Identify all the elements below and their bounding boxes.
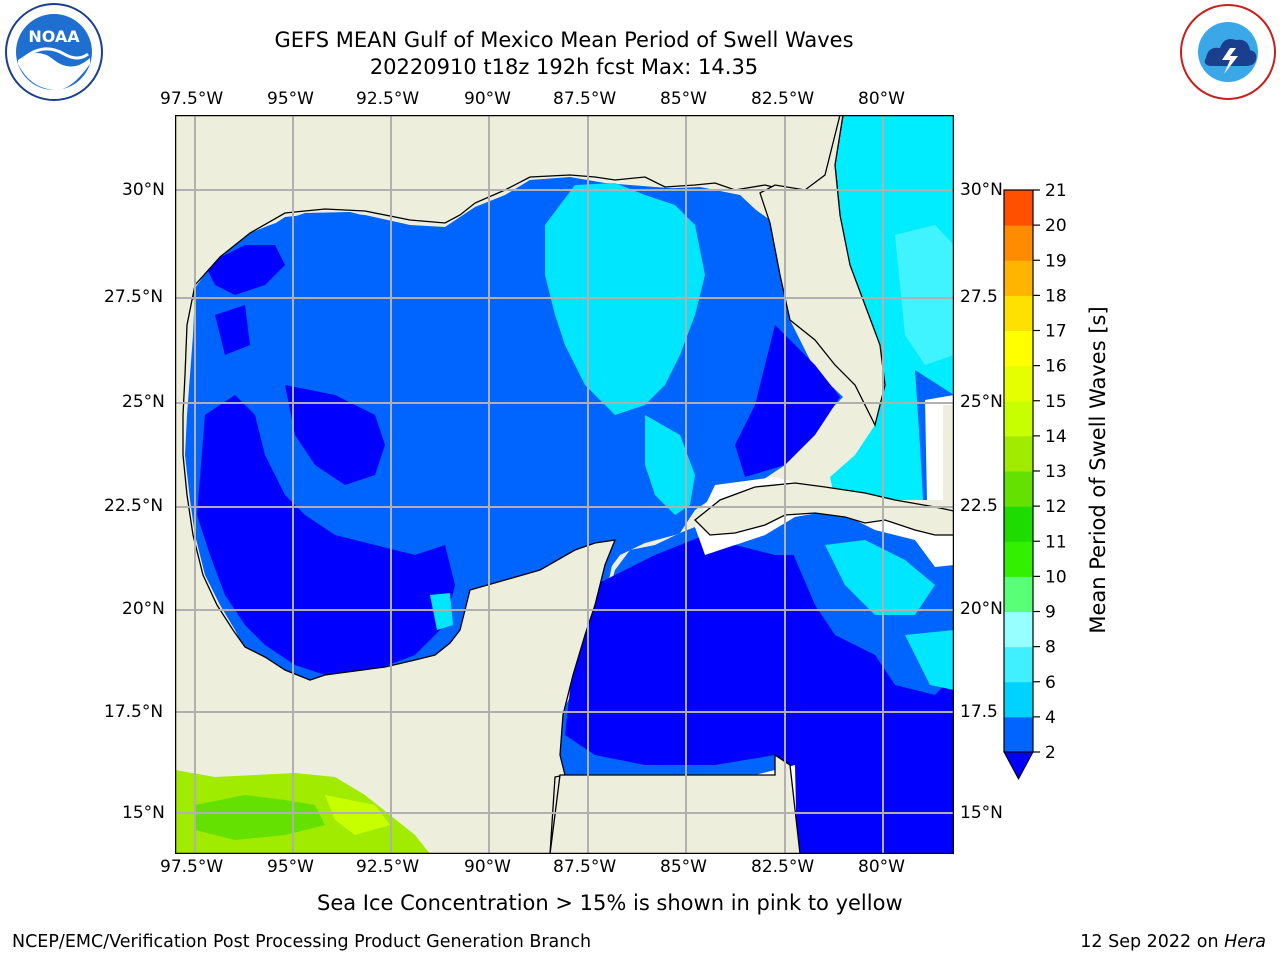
colorbar-extend-min — [1003, 751, 1034, 781]
lat-label-right-0: 30°N — [960, 180, 1003, 200]
colorbar-ticks: 2 4 6 8 9 10 11 12 13 14 15 16 17 18 19 20 21 — [1033, 181, 1067, 763]
low-period-zone-north — [205, 245, 285, 295]
lon-label-top-1: 95°W — [267, 89, 314, 109]
colorbar: 2 4 6 8 9 10 11 12 13 14 15 16 17 18 19 20 21 — [1003, 181, 1067, 781]
colorbar-tick-label: 16 — [1045, 357, 1067, 377]
gulf-map — [175, 115, 954, 854]
lon-label-top-7: 80°W — [858, 89, 905, 109]
lon-label-top-3: 90°W — [464, 89, 511, 109]
chart-subtitle: 20220910 t18z 192h fcst Max: 14.35 — [369, 55, 759, 79]
colorbar-tick-label: 17 — [1045, 322, 1067, 342]
colorbar-tick-label: 20 — [1045, 216, 1067, 236]
lon-label-bottom-7: 80°W — [858, 857, 905, 877]
lat-label-right-3: 22.5 — [960, 496, 998, 516]
colorbar-tick-label: 11 — [1045, 532, 1067, 552]
swell-zone-yucatan-channel — [645, 415, 695, 515]
swell-zone-caribbean-cyan — [825, 540, 935, 615]
lon-label-bottom-5: 85°W — [660, 857, 707, 877]
colorbar-tick-label: 8 — [1045, 638, 1056, 658]
colorbar-tick-label: 10 — [1045, 567, 1067, 587]
colorbar-tick-label: 19 — [1045, 251, 1067, 271]
colorbar-segment — [1004, 400, 1033, 437]
pacific-swell-patch-2 — [325, 795, 390, 835]
lat-label-right-1: 27.5 — [960, 287, 998, 307]
colorbar-tick-label: 2 — [1045, 743, 1056, 763]
footer-date: 12 Sep 2022 on Hera — [1080, 932, 1266, 952]
colorbar-segment — [1004, 225, 1033, 261]
colorbar-segment — [1004, 541, 1033, 577]
nws-logo — [1178, 2, 1278, 102]
colorbar-tick-label: 9 — [1045, 603, 1056, 623]
colorbar-segment — [1004, 260, 1033, 296]
lat-label-left-6: 15°N — [122, 803, 165, 823]
lon-label-bottom-4: 87.5°W — [553, 857, 617, 877]
colorbar-segments — [1003, 189, 1034, 781]
lat-label-right-5: 17.5 — [960, 702, 998, 722]
colorbar-tick-label: 21 — [1045, 181, 1067, 201]
swell-zone-caribbean-cyan-2 — [905, 630, 954, 690]
cuba-land — [694, 482, 954, 536]
low-period-zone-nw — [215, 305, 250, 355]
lat-label-left-0: 30°N — [122, 180, 165, 200]
colorbar-segment — [1004, 506, 1033, 542]
central-america-land — [549, 753, 801, 854]
colorbar-segment — [1004, 611, 1033, 648]
footer-host: Hera — [1224, 932, 1266, 952]
lon-label-bottom-3: 90°W — [464, 857, 511, 877]
lon-label-top-6: 82.5°W — [751, 89, 815, 109]
lat-label-left-4: 20°N — [122, 599, 165, 619]
lon-label-bottom-2: 92.5°W — [356, 857, 420, 877]
map-gridlines — [175, 115, 954, 854]
lon-label-bottom-6: 82.5°W — [751, 857, 815, 877]
footer-branch: NCEP/EMC/Verification Post Processing Pr… — [12, 932, 592, 952]
colorbar-segment — [1004, 646, 1033, 683]
colorbar-segment — [1004, 435, 1033, 472]
colorbar-tick-label: 13 — [1045, 462, 1067, 482]
map-frame — [175, 115, 954, 854]
colorbar-tick-label: 4 — [1045, 708, 1056, 728]
lon-label-top-2: 92.5°W — [356, 89, 420, 109]
colorbar-segment — [1004, 471, 1033, 507]
lat-label-left-3: 22.5°N — [104, 496, 164, 516]
lat-label-left-1: 27.5°N — [104, 287, 164, 307]
bahamas-no-data — [925, 395, 954, 500]
colorbar-segment — [1004, 365, 1033, 402]
florida-land — [759, 115, 886, 427]
lon-label-top-4: 87.5°W — [553, 89, 617, 109]
noaa-logo-text: NOAA — [28, 27, 80, 46]
colorbar-tick-label: 6 — [1045, 673, 1056, 693]
lon-label-bottom-0: 97.5°W — [160, 857, 224, 877]
chart-title: GEFS MEAN Gulf of Mexico Mean Period of … — [274, 28, 854, 52]
colorbar-segment — [1004, 681, 1033, 718]
colorbar-tick-label: 14 — [1045, 427, 1067, 447]
low-period-zone-caribbean — [565, 535, 954, 854]
colorbar-segment — [1004, 716, 1033, 753]
swell-zone-bay-campeche — [430, 593, 453, 630]
colorbar-segment — [1004, 330, 1033, 367]
colorbar-segment — [1004, 295, 1033, 331]
lat-label-left-2: 25°N — [122, 392, 165, 412]
colorbar-tick-label: 15 — [1045, 392, 1067, 412]
low-period-zone-central — [285, 385, 385, 485]
lon-label-top-5: 85°W — [660, 89, 707, 109]
lat-label-right-4: 20°N — [960, 599, 1003, 619]
lon-label-top-0: 97.5°W — [160, 89, 224, 109]
colorbar-segment — [1004, 576, 1033, 612]
lon-label-bottom-1: 95°W — [267, 857, 314, 877]
low-period-zone-florida-strait — [735, 325, 840, 477]
footer-date-text: 12 Sep 2022 on — [1080, 932, 1219, 952]
atlantic-swell-patch — [895, 225, 954, 365]
lat-label-right-2: 25°N — [960, 392, 1003, 412]
lat-label-right-6: 15°N — [960, 803, 1003, 823]
lat-label-left-5: 17.5°N — [104, 702, 164, 722]
colorbar-tick-label: 18 — [1045, 286, 1067, 306]
colorbar-segment — [1004, 190, 1033, 226]
colorbar-tick-label: 12 — [1045, 497, 1067, 517]
sea-ice-note: Sea Ice Concentration > 15% is shown in … — [317, 891, 903, 915]
colorbar-label: Mean Period of Swell Waves [s] — [1086, 306, 1110, 634]
noaa-logo: NOAA — [4, 2, 104, 102]
